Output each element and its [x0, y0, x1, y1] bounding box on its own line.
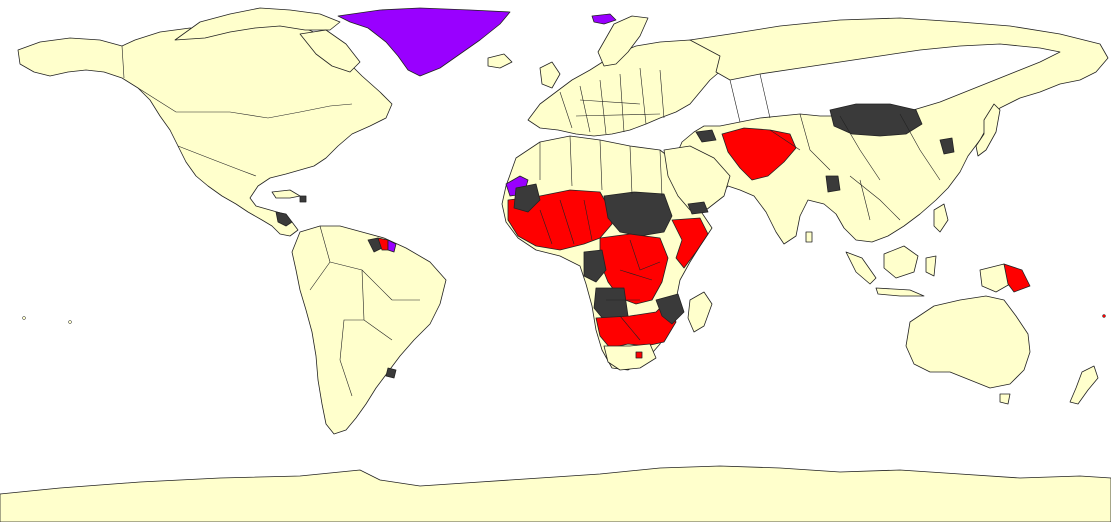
caribbean-islands	[271, 189, 301, 199]
papua-new-guinea-red	[1003, 263, 1031, 293]
europe-landmass	[527, 39, 731, 137]
pacific-islands-3	[1102, 314, 1106, 318]
pacific-islands	[22, 316, 26, 320]
new-zealand	[1069, 365, 1099, 405]
haiti-dark	[299, 195, 307, 203]
north-korea-dark	[939, 137, 955, 155]
baffin-island	[299, 29, 361, 73]
borneo	[883, 245, 919, 279]
java	[875, 287, 925, 297]
central-america-dark	[275, 211, 293, 227]
gabon-congo-dark	[583, 249, 607, 283]
iceland	[487, 53, 513, 69]
us-mexico-border	[177, 145, 257, 177]
south-africa	[603, 343, 657, 371]
japan	[975, 103, 1001, 157]
central-africa-red	[599, 233, 669, 305]
sulawesi	[925, 255, 937, 277]
french-guiana-purple	[387, 239, 397, 253]
uk-ireland	[539, 61, 561, 89]
afghanistan-red	[721, 127, 797, 181]
mozambique-dark	[655, 293, 685, 325]
svalbard-purple	[591, 13, 617, 25]
yemen-dark	[687, 201, 709, 215]
south-america-borders	[309, 225, 420, 397]
southern-africa-red	[595, 299, 677, 349]
greenland	[337, 7, 511, 77]
chad-sudan-dark	[603, 191, 673, 237]
arctic-islands	[174, 7, 341, 41]
antarctica	[0, 465, 1111, 522]
sri-lanka	[805, 231, 813, 243]
tasmania	[999, 393, 1011, 405]
africa-borders	[539, 135, 663, 341]
scandinavia	[597, 15, 649, 67]
uruguay-dark	[385, 367, 397, 379]
europe-borders	[559, 67, 665, 135]
lesotho-red	[635, 351, 643, 359]
horn-of-africa-red	[671, 217, 709, 269]
new-guinea-west	[979, 263, 1011, 293]
caucasus-dark	[695, 129, 717, 143]
bangladesh-dark	[825, 175, 841, 193]
philippines	[933, 203, 949, 233]
south-america-landmass	[291, 225, 447, 435]
canada-us-border	[121, 45, 353, 119]
asia-borders	[729, 73, 941, 221]
madagascar	[687, 291, 713, 333]
sumatra	[845, 251, 877, 285]
arabian-peninsula	[663, 145, 731, 211]
mauritania-dark	[513, 183, 541, 213]
australia	[905, 295, 1031, 389]
pacific-islands-2	[68, 320, 72, 324]
mongolia-dark	[829, 103, 923, 137]
